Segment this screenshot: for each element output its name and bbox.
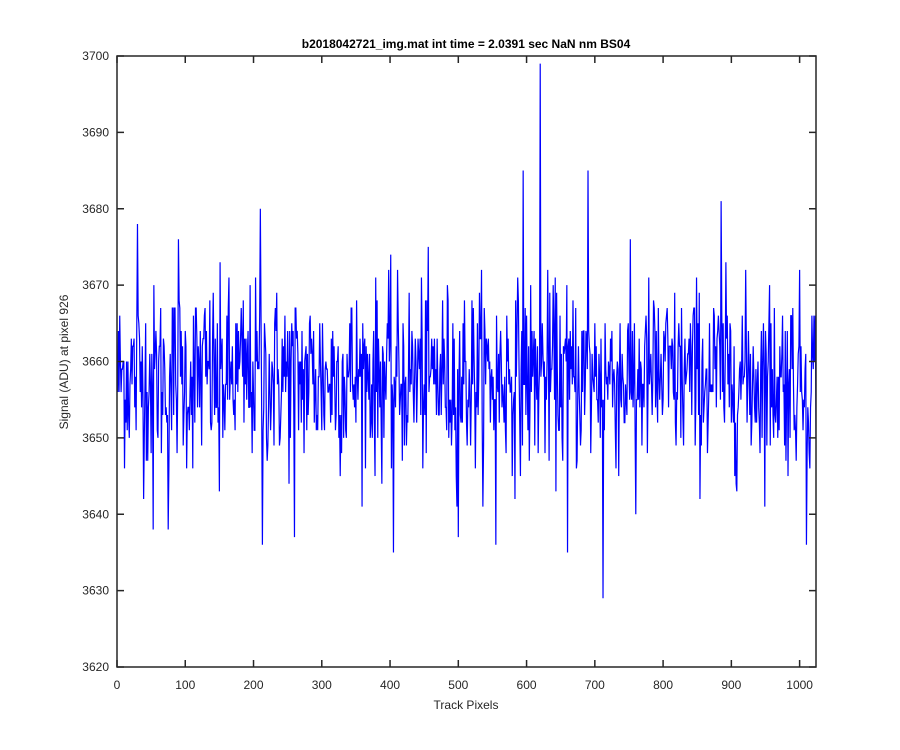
x-tick-label: 800 [653, 678, 673, 692]
y-tick-label: 3630 [82, 584, 109, 598]
x-tick-label: 700 [585, 678, 605, 692]
x-tick-label: 900 [721, 678, 741, 692]
x-tick-label: 400 [380, 678, 400, 692]
x-tick-label: 200 [244, 678, 264, 692]
axes: 0 100 200 300 400 500 600 700 800 900 1000 3620 3630… [82, 49, 817, 692]
x-tick-label: 100 [175, 678, 195, 692]
y-tick-label: 3620 [82, 660, 109, 674]
x-axis-label: Track Pixels [434, 698, 499, 712]
y-tick-label: 3680 [82, 202, 109, 216]
y-axis-label: Signal (ADU) at pixel 926 [57, 294, 71, 429]
x-tick-label: 0 [114, 678, 121, 692]
x-tick-label: 300 [312, 678, 332, 692]
y-tick-label: 3640 [82, 507, 109, 521]
chart-title: b2018042721_img.mat int time = 2.0391 se… [302, 37, 631, 51]
x-tick-label: 1000 [786, 678, 813, 692]
y-tick-label: 3660 [82, 355, 109, 369]
y-tick-label: 3650 [82, 431, 109, 445]
y-tick-label: 3670 [82, 278, 109, 292]
x-tick-label: 600 [517, 678, 537, 692]
y-tick-label: 3700 [82, 49, 109, 63]
series-line-1 [117, 63, 816, 599]
x-tick-label: 500 [448, 678, 468, 692]
y-tick-label: 3690 [82, 125, 109, 139]
plot-area [117, 63, 816, 599]
